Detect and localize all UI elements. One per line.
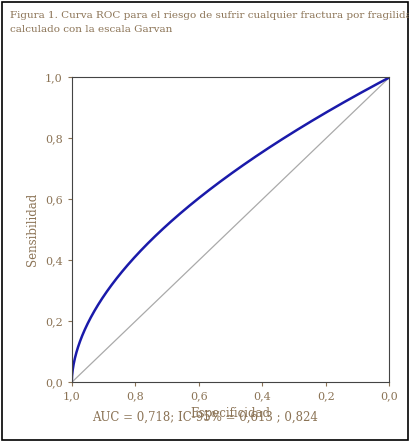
Text: AUC = 0,718; IC-95% = 0,613 ; 0,824: AUC = 0,718; IC-95% = 0,613 ; 0,824	[92, 411, 317, 424]
Text: calculado con la escala Garvan: calculado con la escala Garvan	[10, 25, 172, 34]
Y-axis label: Sensibilidad: Sensibilidad	[26, 193, 39, 267]
X-axis label: Especificidad: Especificidad	[190, 407, 270, 420]
Text: Figura 1. Curva ROC para el riesgo de sufrir cualquier fractura por fragilidad: Figura 1. Curva ROC para el riesgo de su…	[10, 11, 409, 20]
